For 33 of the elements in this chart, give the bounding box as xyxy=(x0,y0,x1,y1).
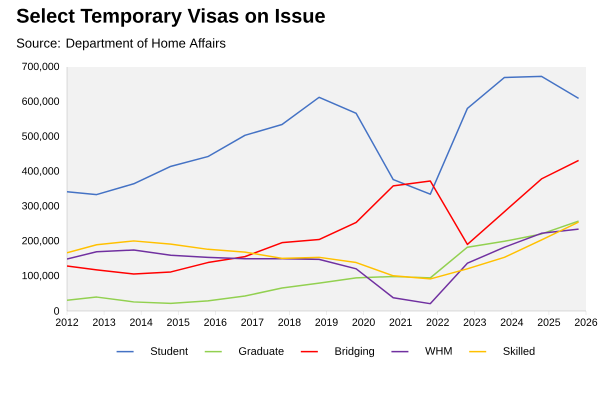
x-tick-label: 2023 xyxy=(464,318,486,326)
x-tick-label: 2019 xyxy=(315,318,338,326)
x-tick-label: 2021 xyxy=(390,318,412,326)
x-tick-label: 2017 xyxy=(241,318,264,326)
y-tick-label: 100,000 xyxy=(22,272,60,280)
y-tick-label: 700,000 xyxy=(22,62,60,72)
y-tick-label: 0 xyxy=(54,307,60,315)
chart-title: Select Temporary Visas on Issue xyxy=(16,8,325,27)
x-tick-label: 2025 xyxy=(538,318,560,326)
x-tick-label: 2015 xyxy=(167,318,190,326)
x-tick-label: 2012 xyxy=(56,318,78,326)
legend-label: Bridging xyxy=(335,346,374,358)
x-tick-label: 2014 xyxy=(130,318,152,326)
legend-label: Student xyxy=(150,346,188,355)
y-tick-label: 300,000 xyxy=(22,202,60,211)
y-tick-label: 500,000 xyxy=(22,132,60,142)
x-tick-label: 2024 xyxy=(500,318,524,326)
line-series xyxy=(67,221,580,280)
x-tick-label: 2022 xyxy=(426,318,449,326)
line-series xyxy=(67,76,580,196)
x-tick-label: 2016 xyxy=(204,318,226,326)
x-tick-label: 2018 xyxy=(278,318,301,326)
legend-label: WHM xyxy=(425,347,452,355)
x-tick-label: 2013 xyxy=(92,318,116,326)
legend-label: Graduate xyxy=(239,346,284,355)
line-series xyxy=(67,160,580,275)
y-tick-label: 200,000 xyxy=(22,236,60,246)
chart-subtitle: Source: Department of Home Affairs xyxy=(16,38,226,50)
legend-label: Skilled xyxy=(503,346,534,355)
y-tick-label: 400,000 xyxy=(22,167,60,176)
x-tick-label: 2020 xyxy=(352,318,375,326)
x-tick-label: 2026 xyxy=(574,318,598,326)
y-tick-label: 600,000 xyxy=(22,98,60,106)
